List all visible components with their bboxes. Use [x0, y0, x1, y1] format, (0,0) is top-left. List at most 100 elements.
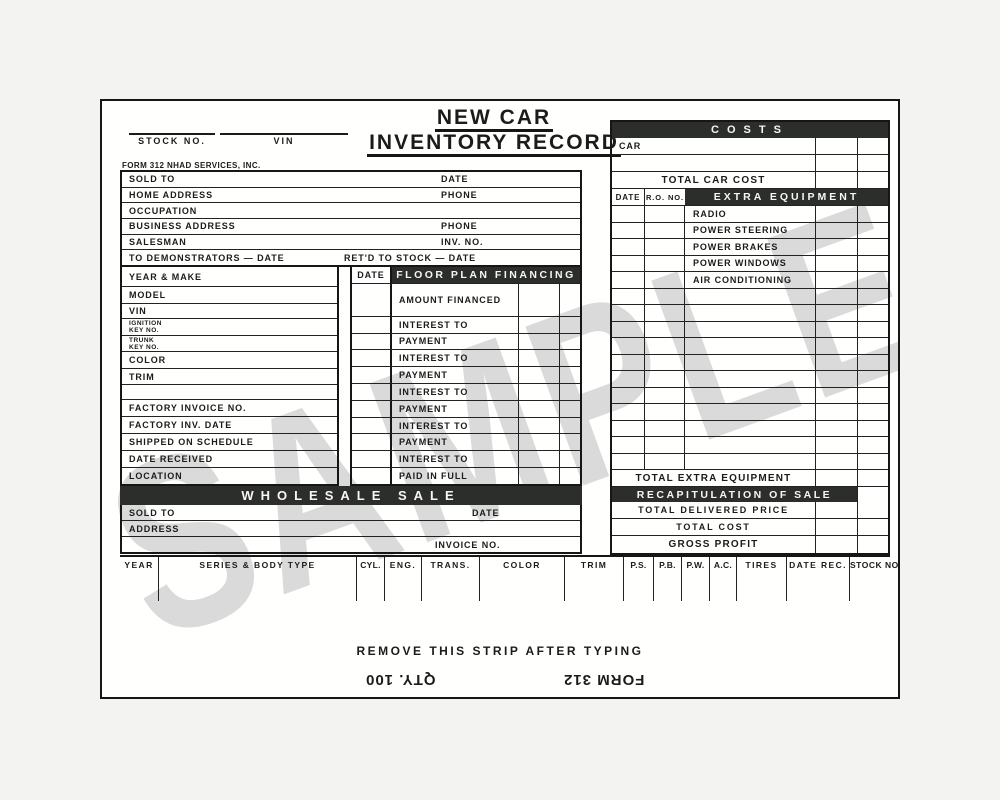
- form-content-layer: NEW CAR INVENTORY RECORD STOCK NO. VIN F…: [102, 101, 898, 697]
- row-label: PAYMENT: [399, 336, 448, 347]
- date-cell: [352, 468, 392, 484]
- amount-cell: [815, 172, 857, 188]
- field-row-shipped-on-schedule: SHIPPED ON SCHEDULE: [122, 434, 337, 451]
- cents-cell: [559, 451, 580, 468]
- costs-row-car: CAR: [612, 138, 888, 155]
- ro-no-cell: [645, 239, 685, 255]
- page-title-line1: NEW CAR: [434, 107, 554, 132]
- equipment-row-blank: [612, 371, 888, 388]
- row-label: PAYMENT: [399, 370, 448, 381]
- stock-no-label: STOCK NO.: [138, 136, 206, 146]
- amount-cell: [815, 138, 857, 154]
- amount-cell: [518, 400, 559, 417]
- costs-table: COSTS CAR TOTAL CAR COST DATE R.O. NO. E…: [610, 120, 890, 555]
- strip-col-pb: P.B.: [654, 557, 682, 601]
- field-row-factory-inv-date: FACTORY INV. DATE: [122, 417, 337, 434]
- ro-no-cell: [645, 272, 685, 288]
- field-row-location: LOCATION: [122, 468, 337, 484]
- floor-plan-row: PAID IN FULL: [352, 468, 580, 484]
- strip-col-trim: TRIM: [565, 557, 624, 601]
- row-label: TOTAL CAR COST: [661, 174, 766, 186]
- date-cell: [352, 451, 392, 468]
- strip-col-eng: ENG.: [385, 557, 422, 601]
- cents-cell: [559, 350, 580, 367]
- equipment-row-blank: [612, 305, 888, 322]
- date-cell: [352, 350, 392, 367]
- row-label: AMOUNT FINANCED: [399, 294, 501, 305]
- floor-plan-row: AMOUNT FINANCED: [352, 284, 580, 317]
- field-row-ignition-key: IGNITION KEY NO.: [122, 319, 337, 336]
- equipment-row-radio: RADIO: [612, 206, 888, 223]
- cents-cell: [857, 255, 888, 271]
- strip-col-trans: TRANS.: [422, 557, 480, 601]
- field-row-business-address: BUSINESS ADDRESS PHONE: [122, 219, 580, 235]
- equipment-row-blank: [612, 321, 888, 338]
- field-label-invoice: INVOICE NO.: [435, 539, 501, 550]
- costs-row-total-cost: TOTAL COST: [612, 519, 888, 536]
- vin-label: VIN: [273, 136, 295, 146]
- field-label: TO DEMONSTRATORS — DATE: [129, 252, 285, 263]
- floor-plan-row: INTEREST TO: [352, 417, 580, 435]
- ro-no-cell: [645, 206, 685, 222]
- date-cell: [612, 272, 645, 288]
- strip-col-series-body-type: SERIES & BODY TYPE: [159, 557, 357, 601]
- cents-cell: [857, 272, 888, 288]
- field-row-home-address: HOME ADDRESS PHONE: [122, 188, 580, 204]
- field-row-vin: VIN: [122, 304, 337, 319]
- row-label: PAYMENT: [399, 403, 448, 414]
- floor-plan-row: PAYMENT: [352, 367, 580, 384]
- ro-no-cell: [645, 255, 685, 271]
- strip-col-tires: TIRES: [737, 557, 787, 601]
- row-label: GROSS PROFIT: [668, 539, 759, 550]
- floor-plan-band: FLOOR PLAN FINANCING: [392, 267, 580, 283]
- strip-col-stock-no: STOCK NO.: [850, 560, 900, 570]
- cents-cell: [559, 367, 580, 383]
- amount-cell: [815, 206, 857, 222]
- date-cell: [612, 206, 645, 222]
- floor-plan-table: DATE FLOOR PLAN FINANCING AMOUNT FINANCE…: [350, 267, 582, 486]
- field-label: MODEL: [129, 290, 166, 300]
- strip-col-pw: P.W.: [682, 557, 710, 601]
- cents-cell: [559, 383, 580, 400]
- equipment-row-blank: [612, 338, 888, 355]
- equipment-row-power-windows: POWER WINDOWS: [612, 255, 888, 272]
- cents-cell: [559, 417, 580, 434]
- strip-col-cyl: CYL.: [357, 557, 385, 601]
- stock-no-line: [129, 133, 215, 135]
- field-label-phone: PHONE: [441, 221, 478, 232]
- row-label: POWER WINDOWS: [693, 258, 787, 269]
- page-title: NEW CAR INVENTORY RECORD: [354, 107, 634, 157]
- date-cell: [352, 417, 392, 434]
- floor-plan-row: INTEREST TO: [352, 316, 580, 334]
- cents-cell: [857, 470, 888, 486]
- floor-plan-date-header: DATE: [352, 267, 392, 283]
- strip-col-color: COLOR: [480, 557, 565, 601]
- field-label-retd: RET'D TO STOCK — DATE: [344, 252, 477, 263]
- amount-cell: [815, 272, 857, 288]
- field-label: HOME ADDRESS: [129, 190, 213, 200]
- row-label: POWER STEERING: [693, 225, 789, 236]
- field-row-salesman: SALESMAN INV. NO.: [122, 235, 580, 251]
- field-label: ADDRESS: [129, 523, 180, 534]
- row-label: TOTAL DELIVERED PRICE: [638, 505, 789, 515]
- date-cell: [352, 383, 392, 400]
- field-label: SHIPPED ON SCHEDULE: [129, 437, 254, 447]
- form-paper: SAMPLE NEW CAR INVENTORY RECORD STOCK NO…: [100, 99, 900, 699]
- date-cell: [352, 316, 392, 333]
- amount-cell: [518, 367, 559, 383]
- cents-cell: [559, 468, 580, 484]
- costs-row-blank: [612, 155, 888, 172]
- cents-cell: [857, 536, 888, 553]
- field-label: VIN: [129, 306, 147, 316]
- field-label: LOCATION: [129, 471, 183, 481]
- row-label: INTEREST TO: [399, 420, 469, 431]
- floor-plan-row: INTEREST TO: [352, 383, 580, 401]
- field-row-date-received: DATE RECEIVED: [122, 451, 337, 468]
- floor-plan-row: PAYMENT: [352, 434, 580, 452]
- row-label: CAR: [619, 141, 642, 151]
- field-label: SALESMAN: [129, 237, 187, 248]
- amount-cell: [518, 468, 559, 484]
- amount-cell: [815, 239, 857, 255]
- equipment-ro-no-header: R.O. NO.: [645, 192, 685, 202]
